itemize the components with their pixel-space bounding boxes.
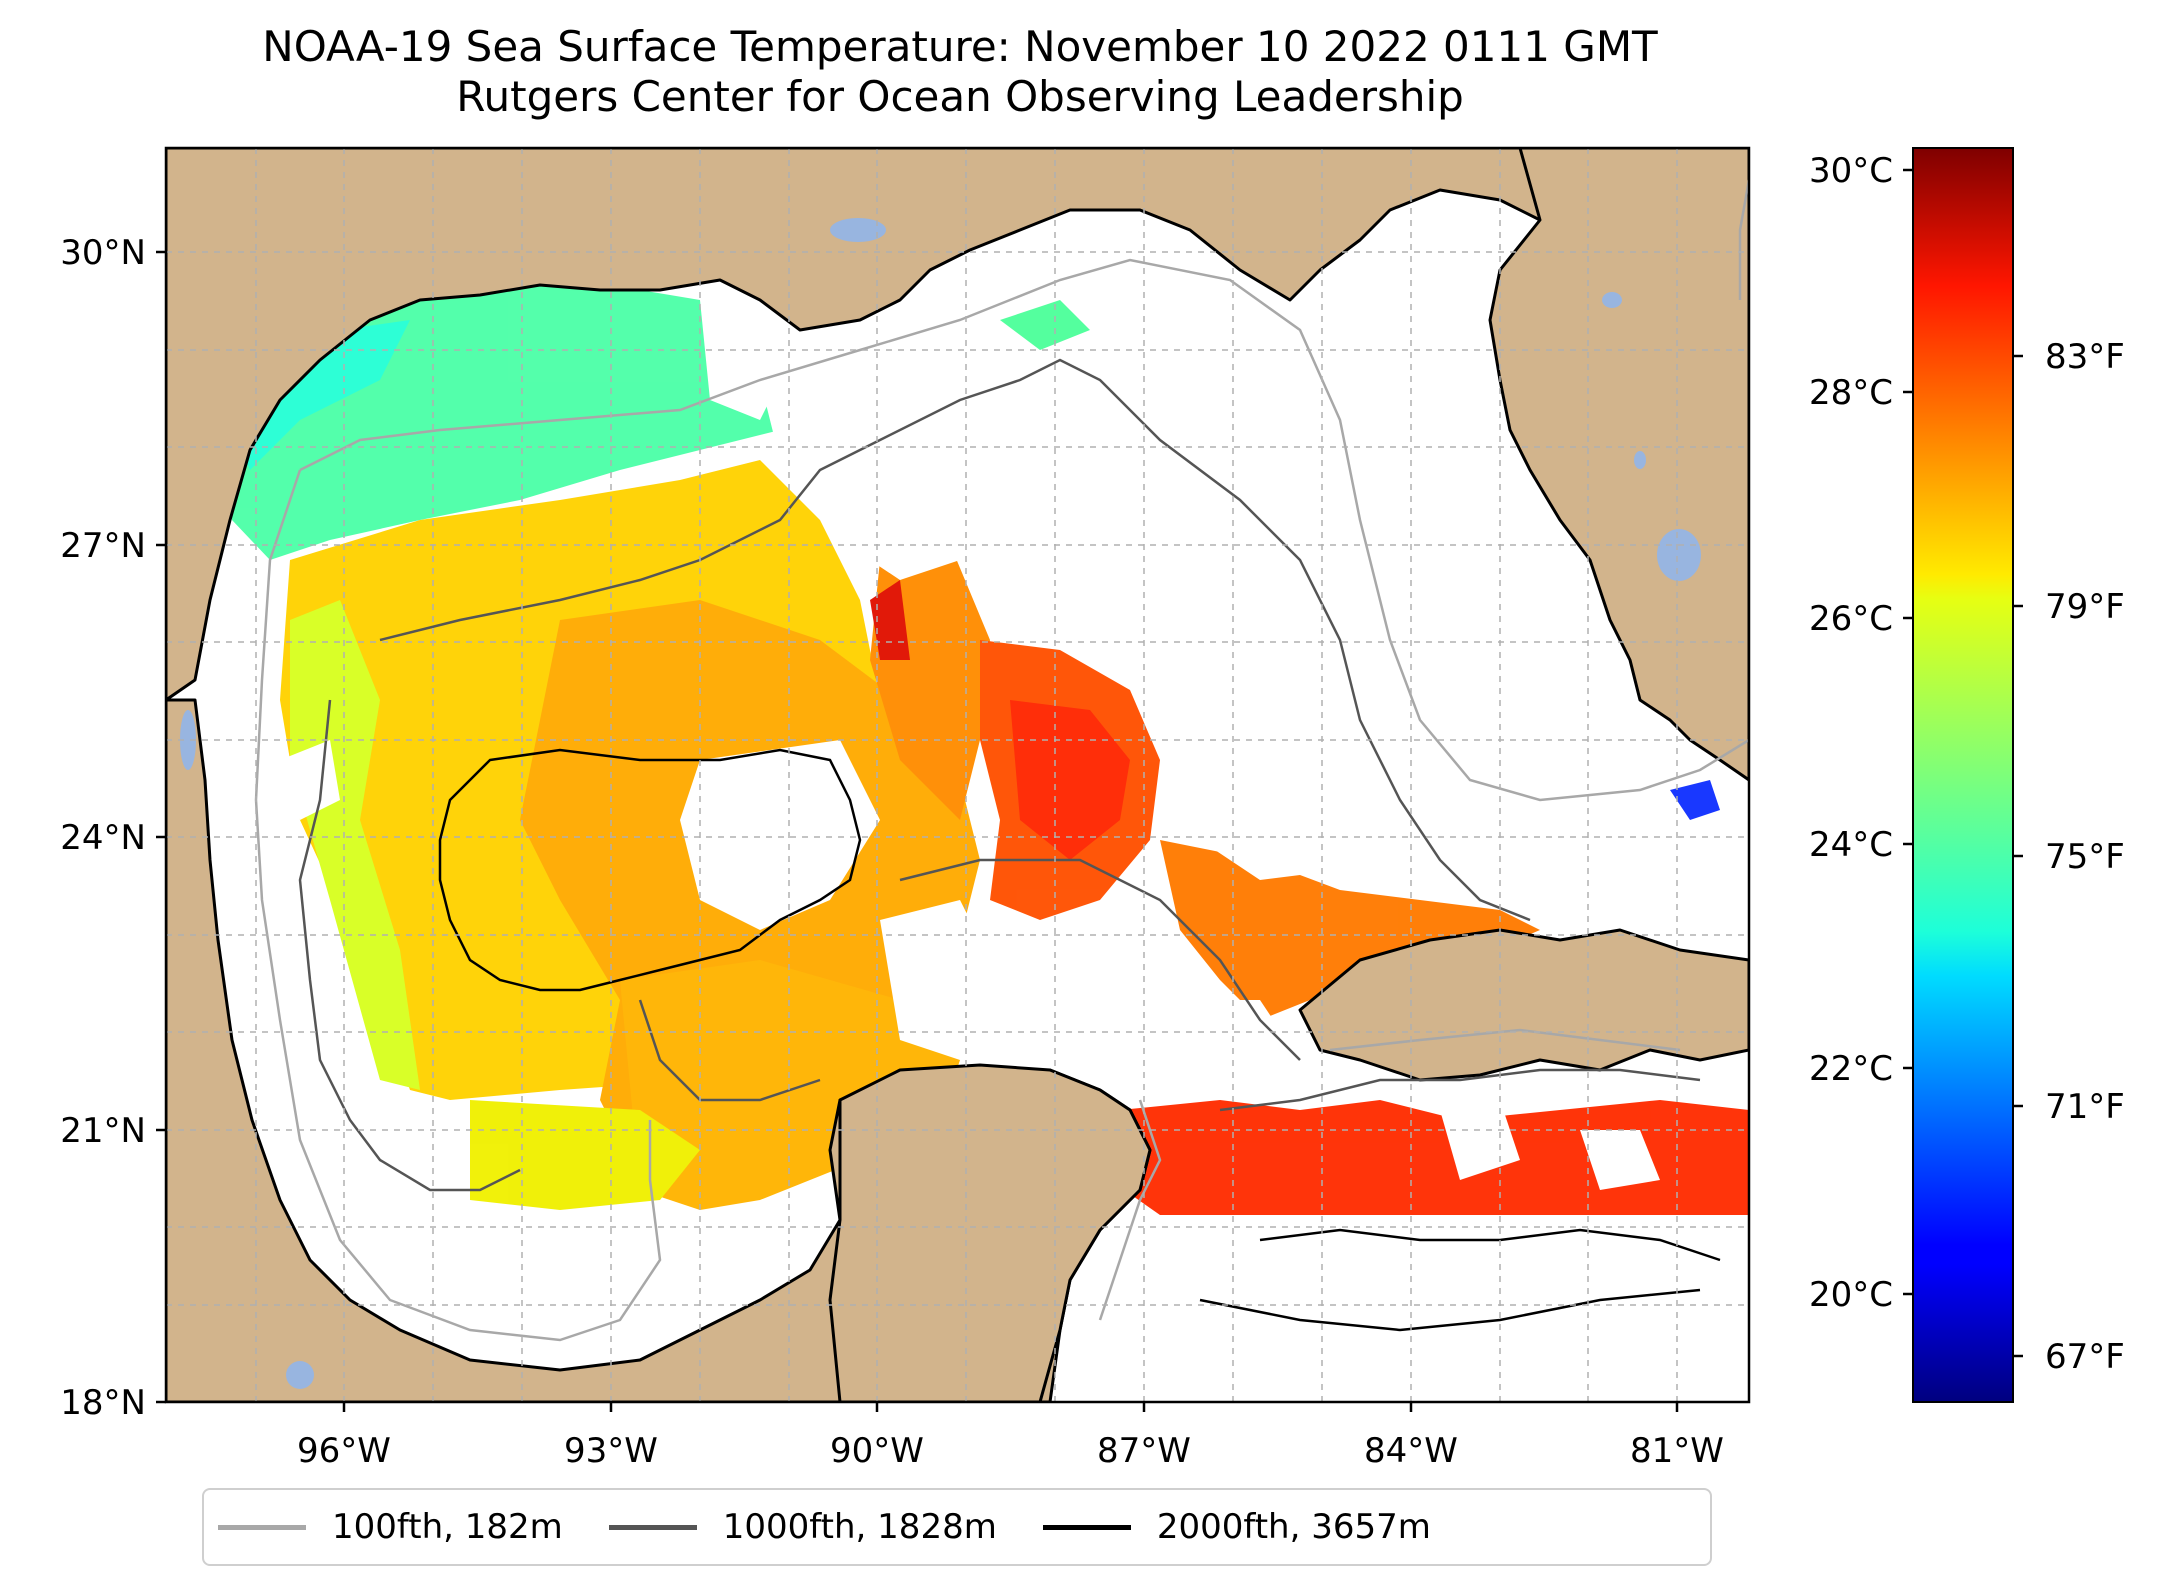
land-cuba (1298, 928, 1749, 1082)
lon-axis (342, 1402, 1679, 1412)
colorbar-fahrenheit-ticks (2013, 354, 2023, 1358)
lat-tick-label-21n: 21°N (60, 1111, 146, 1151)
sst-green-northeast (1000, 300, 1090, 350)
colorbar-label-71f: 71°F (2045, 1087, 2125, 1127)
legend-item-100fth: 100fth, 182m (218, 1507, 563, 1547)
lon-tick-label-96w: 96°W (297, 1431, 391, 1471)
sst-orange-strait (1160, 840, 1540, 1020)
sst-blue-keys (1670, 780, 1720, 820)
lat-tick-label-24n: 24°N (60, 818, 146, 858)
colorbar-label-79f: 79°F (2045, 587, 2125, 627)
lon-tick-label-90w: 90°W (830, 1431, 924, 1471)
land-masses (166, 148, 1749, 1402)
legend-label-100fth: 100fth, 182m (332, 1507, 563, 1547)
sst-yellow-south (470, 1100, 700, 1210)
lat-tick-label-18n: 18°N (60, 1383, 146, 1423)
lakes (180, 218, 1701, 1389)
colorbar-celsius-ticks (1903, 168, 1913, 1296)
colorbar-label-20c: 20°C (1809, 1275, 1893, 1315)
title-line-2: Rutgers Center for Ocean Observing Leade… (456, 72, 1464, 121)
legend-label-1000fth: 1000fth, 1828m (722, 1507, 997, 1547)
colorbar-label-22c: 22°C (1809, 1049, 1893, 1089)
land-florida (1488, 148, 1749, 782)
sst-red-caribbean (1110, 1100, 1749, 1215)
map-frame (164, 146, 1751, 1404)
legend-item-2000fth: 2000fth, 3657m (1042, 1507, 1431, 1547)
colorbar-label-24c: 24°C (1809, 825, 1893, 865)
lon-tick-label-93w: 93°W (564, 1431, 658, 1471)
land-yucatan (828, 1063, 1152, 1402)
gridlines (166, 148, 1749, 1402)
colorbar-label-26c: 26°C (1809, 599, 1893, 639)
colorbar-label-28c: 28°C (1809, 373, 1893, 413)
sst-data-field (232, 275, 1749, 1215)
lon-tick-label-87w: 87°W (1097, 1431, 1191, 1471)
colorbar-label-75f: 75°F (2045, 837, 2125, 877)
bathymetry-100fth (254, 179, 1749, 1342)
colorbar-label-30c: 30°C (1809, 151, 1893, 191)
figure-title: NOAA-19 Sea Surface Temperature: Novembe… (0, 22, 1920, 122)
legend-item-1000fth: 1000fth, 1828m (608, 1507, 997, 1547)
legend: 100fth, 182m 1000fth, 1828m 2000fth, 365… (202, 1488, 1712, 1566)
lat-tick-label-27n: 27°N (60, 526, 146, 566)
lon-tick-label-81w: 81°W (1630, 1431, 1724, 1471)
sst-yellowgreen-west (290, 600, 420, 1090)
lat-tick-label-30n: 30°N (60, 233, 146, 273)
lat-axis (156, 250, 166, 1404)
lon-tick-label-84w: 84°W (1364, 1431, 1458, 1471)
legend-swatch-1000fth (608, 1524, 697, 1530)
title-line-1: NOAA-19 Sea Surface Temperature: Novembe… (262, 22, 1658, 71)
sst-red-patch-north (870, 580, 910, 660)
colorbar-label-83f: 83°F (2045, 337, 2125, 377)
colorbar (1912, 147, 2014, 1403)
bathymetry-1000fth (298, 358, 1701, 1192)
legend-label-2000fth: 2000fth, 3657m (1156, 1507, 1431, 1547)
legend-swatch-2000fth (1042, 1524, 1131, 1530)
sst-red-core-east (1010, 700, 1130, 860)
colorbar-label-67f: 67°F (2045, 1337, 2125, 1377)
legend-swatch-100fth (218, 1524, 306, 1530)
